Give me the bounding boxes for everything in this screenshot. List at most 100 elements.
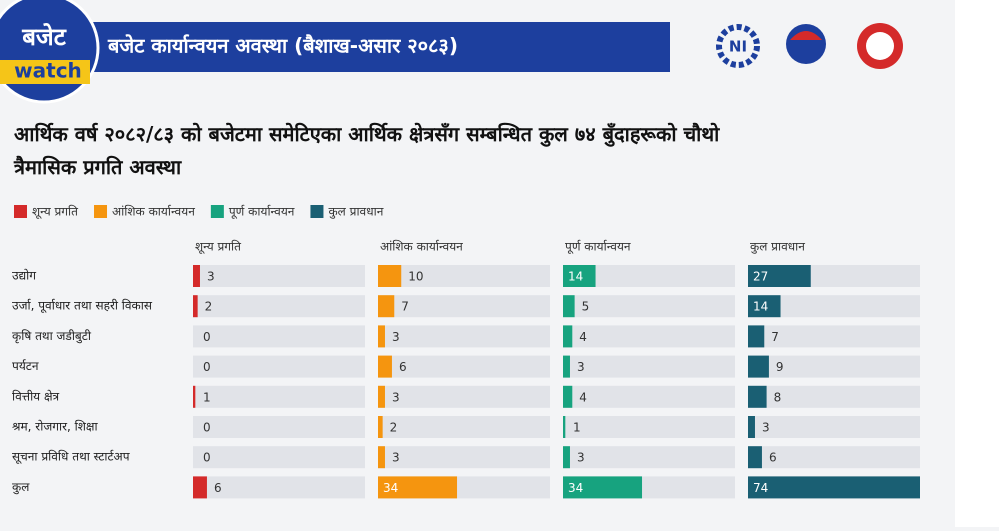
bar xyxy=(748,446,762,469)
row-label: उद्योग xyxy=(12,269,36,283)
row-label: उर्जा, पूर्वाधार तथा सहरी विकास xyxy=(12,299,153,314)
bar-track xyxy=(378,325,550,348)
legend-swatch xyxy=(310,205,324,218)
value-label: 4 xyxy=(579,390,587,404)
bar xyxy=(748,476,920,499)
bar-track xyxy=(378,355,550,378)
value-label: 1 xyxy=(203,390,211,404)
bar-track xyxy=(378,385,550,408)
value-label: 34 xyxy=(568,481,583,495)
row-label: पर्यटन xyxy=(12,359,39,373)
bar xyxy=(748,295,781,318)
bar xyxy=(378,325,385,348)
value-label: 3 xyxy=(392,451,400,465)
legend-swatch xyxy=(94,205,108,218)
bar-track xyxy=(563,385,735,408)
value-label: 3 xyxy=(577,360,585,374)
value-label: 6 xyxy=(769,451,777,465)
column-header: पूर्ण कार्यान्वयन xyxy=(565,240,631,255)
bar-track xyxy=(193,416,365,438)
row-label: सूचना प्रविधि तथा स्टार्टअप xyxy=(12,450,130,465)
bar xyxy=(378,355,392,378)
bar xyxy=(378,265,402,287)
bar-track xyxy=(563,416,735,438)
bar-track xyxy=(378,265,550,287)
swadeshi-logo-mark xyxy=(790,31,822,40)
row-label: कुल xyxy=(12,480,30,495)
bar xyxy=(378,446,385,469)
value-label: 27 xyxy=(753,270,768,284)
bar-track xyxy=(748,325,920,348)
bar-track xyxy=(748,295,920,318)
bar-track xyxy=(748,385,920,408)
column-header: कुल प्रावधान xyxy=(750,240,805,255)
bar xyxy=(563,446,570,469)
value-label: 10 xyxy=(408,270,423,284)
bar-track xyxy=(563,446,735,469)
bar-track xyxy=(193,265,365,287)
column-header: आंशिक कार्यान्वयन xyxy=(380,240,463,254)
legend-label: आंशिक कार्यान्वयन xyxy=(112,205,195,219)
legend-label: शून्य प्रगति xyxy=(32,205,79,220)
value-label: 7 xyxy=(401,300,409,314)
bar xyxy=(748,416,755,438)
legend-swatch xyxy=(210,205,224,218)
value-label: 3 xyxy=(392,390,400,404)
side-strip xyxy=(955,0,999,527)
bar xyxy=(563,355,570,378)
legend-label: पूर्ण कार्यान्वयन xyxy=(229,205,295,220)
value-label: 34 xyxy=(383,481,398,495)
bar-track xyxy=(378,416,550,438)
bar-track xyxy=(563,325,735,348)
bar xyxy=(193,265,200,287)
bar xyxy=(193,385,196,408)
legend-label: कुल प्रावधान xyxy=(328,205,383,220)
bar xyxy=(378,385,385,408)
bar-track xyxy=(748,446,920,469)
row-label: श्रम, रोजगार, शिक्षा xyxy=(12,420,98,434)
bar-track xyxy=(193,476,365,499)
bar xyxy=(563,416,566,438)
bar-track xyxy=(748,355,920,378)
row-label: वित्तीय क्षेत्र xyxy=(12,389,60,403)
bar xyxy=(193,295,198,318)
value-label: 3 xyxy=(207,270,215,284)
value-label: 8 xyxy=(774,390,782,404)
bar-track xyxy=(193,385,365,408)
bar-track xyxy=(563,295,735,318)
bar xyxy=(563,476,643,499)
legend: शून्य प्रगति आंशिक कार्यान्वयन पूर्ण कार्य… xyxy=(14,205,384,220)
value-label: 3 xyxy=(762,421,770,435)
value-label: 14 xyxy=(753,300,768,314)
value-label: 1 xyxy=(573,421,581,435)
bar-track xyxy=(563,265,735,287)
bar-track xyxy=(193,355,365,378)
gov-logo-inner xyxy=(866,32,894,60)
value-label: 2 xyxy=(390,421,398,435)
bar xyxy=(378,295,395,318)
bar-track xyxy=(378,295,550,318)
bar xyxy=(748,325,765,348)
value-label: 5 xyxy=(582,300,590,314)
bar-track xyxy=(563,355,735,378)
header-band xyxy=(90,22,670,72)
bar-track xyxy=(378,446,550,469)
legend-swatch xyxy=(14,205,27,218)
bar-track xyxy=(193,446,365,469)
bar-track xyxy=(748,416,920,438)
brand-line2: watch xyxy=(14,59,82,83)
bar xyxy=(748,355,769,378)
bar xyxy=(748,385,767,408)
bar xyxy=(563,265,596,287)
value-label: 6 xyxy=(214,481,222,495)
value-label: 0 xyxy=(203,451,211,465)
brand-line1: बजेट xyxy=(21,23,67,51)
chart-title: आर्थिक वर्ष २०८२/८३ को बजेटमा समेटिएका आ… xyxy=(13,122,720,179)
bar xyxy=(563,325,573,348)
bar-track xyxy=(193,325,365,348)
value-label: 74 xyxy=(753,481,768,495)
value-label: 9 xyxy=(776,360,784,374)
ni-logo xyxy=(716,24,760,68)
